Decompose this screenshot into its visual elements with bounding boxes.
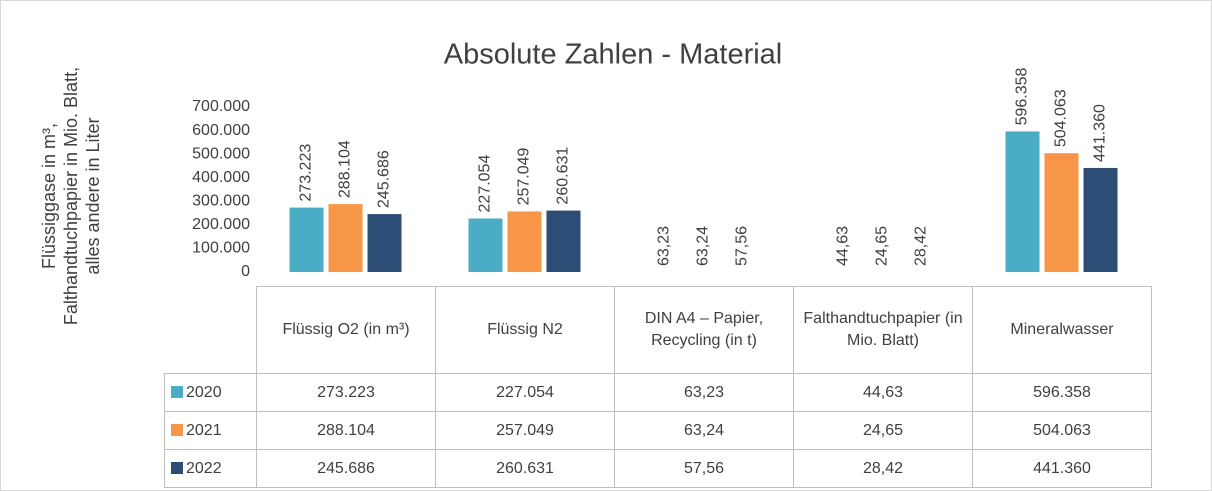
y-tick-label: 400.000	[192, 169, 250, 186]
x-tick-label: DIN A4 – Papier, Recycling (in t)	[614, 286, 794, 374]
data-label: 257.049	[516, 147, 533, 205]
legend-swatch	[171, 385, 183, 398]
table-row: 2021 288.104 257.049 63,24 24,65 504.063	[164, 411, 1152, 450]
legend-cell: 2020	[164, 373, 257, 412]
table-value: 257.049	[435, 411, 615, 450]
data-label: 273.223	[298, 144, 315, 202]
legend-cell: 2022	[164, 449, 257, 488]
bar	[328, 204, 363, 272]
legend-swatch	[171, 423, 183, 436]
x-tick-label: Flüssig O2 (in m³)	[256, 286, 436, 374]
table-value: 63,24	[614, 411, 794, 450]
legend-swatch	[171, 461, 183, 474]
bar	[546, 210, 581, 272]
data-label: 596.358	[1014, 67, 1031, 125]
data-label: 44,63	[835, 226, 852, 266]
legend-label: 2022	[186, 459, 222, 477]
chart-title: Absolute Zahlen - Material	[444, 39, 783, 71]
table-value: 44,63	[793, 373, 973, 412]
x-tick-label: Flüssig N2	[435, 286, 615, 374]
data-label: 24,65	[874, 226, 891, 266]
bar	[507, 211, 542, 272]
table-row: 2022 245.686 260.631 57,56 28,42 441.360	[164, 449, 1152, 488]
y-tick-label: 500.000	[192, 145, 250, 162]
table-corner	[164, 286, 257, 374]
table-value: 441.360	[972, 449, 1152, 488]
bar	[367, 214, 402, 272]
data-label: 63,24	[695, 226, 712, 266]
y-axis-label-line: Falthandtuchpapier in Mio. Blatt,	[61, 66, 81, 326]
data-label: 28,42	[913, 226, 930, 266]
data-label: 260.631	[555, 147, 572, 205]
table-value: 596.358	[972, 373, 1152, 412]
table-value: 63,23	[614, 373, 794, 412]
bar	[1005, 131, 1040, 272]
bar	[468, 218, 503, 272]
table-row: 2020 273.223 227.054 63,23 44,63 596.358	[164, 373, 1152, 412]
data-label: 441.360	[1092, 104, 1109, 162]
data-label: 504.063	[1053, 89, 1070, 147]
y-tick-label: 700.000	[192, 98, 250, 115]
table-value: 273.223	[256, 373, 436, 412]
x-tick-label: Mineralwasser	[972, 286, 1152, 374]
bar	[1044, 153, 1079, 272]
y-tick-label: 300.000	[192, 193, 250, 210]
data-label: 63,23	[656, 226, 673, 266]
table-header-row: Flüssig O2 (in m³) Flüssig N2 DIN A4 – Pap…	[164, 286, 1152, 374]
bar	[289, 207, 324, 272]
y-axis-label: Flüssiggase in m³, Falthandtuchpapier in …	[38, 26, 104, 366]
legend-label: 2020	[186, 383, 222, 401]
data-table: Flüssig O2 (in m³) Flüssig N2 DIN A4 – Pap…	[164, 286, 1152, 488]
y-tick-label: 0	[241, 263, 250, 280]
y-axis-label-line: alles andere in Liter	[83, 117, 103, 275]
table-value: 260.631	[435, 449, 615, 488]
legend-label: 2021	[186, 421, 222, 439]
table-value: 28,42	[793, 449, 973, 488]
table-value: 245.686	[256, 449, 436, 488]
table-value: 57,56	[614, 449, 794, 488]
x-tick-label: Falthandtuchpapier (in Mio. Blatt)	[793, 286, 973, 374]
y-tick-label: 200.000	[192, 216, 250, 233]
legend-cell: 2021	[164, 411, 257, 450]
bar	[1083, 167, 1118, 272]
data-label: 288.104	[337, 140, 354, 198]
y-tick-label: 600.000	[192, 122, 250, 139]
table-value: 227.054	[435, 373, 615, 412]
table-value: 288.104	[256, 411, 436, 450]
data-label: 227.054	[477, 155, 494, 213]
table-value: 24,65	[793, 411, 973, 450]
table-value: 504.063	[972, 411, 1152, 450]
y-axis-label-line: Flüssiggase in m³,	[39, 122, 59, 270]
y-tick-label: 100.000	[192, 240, 250, 257]
data-label: 245.686	[376, 150, 393, 208]
data-label: 57,56	[734, 226, 751, 266]
